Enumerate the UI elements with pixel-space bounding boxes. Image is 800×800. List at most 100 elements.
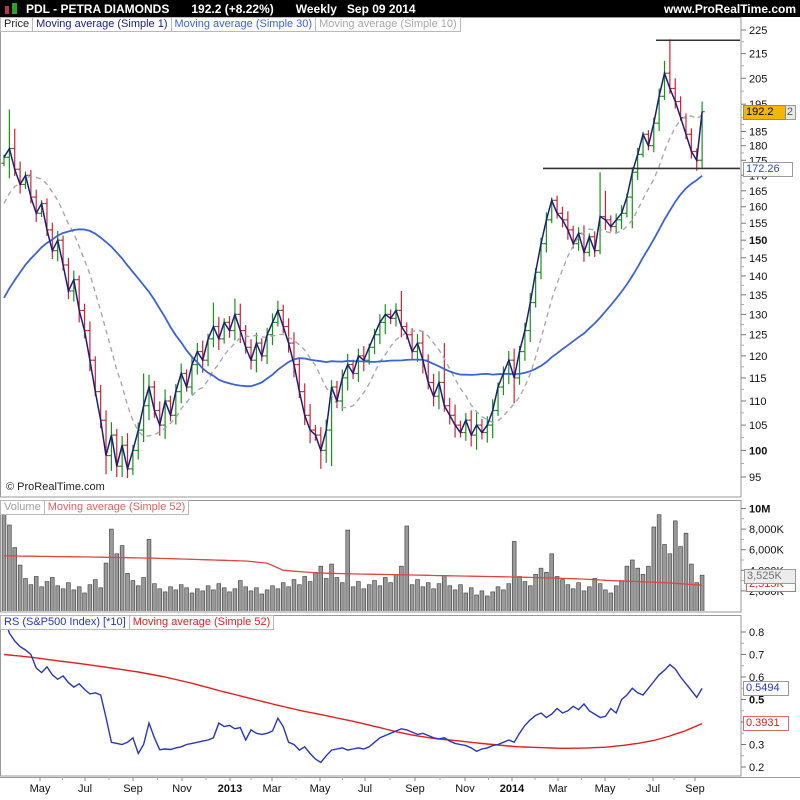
volume-bar [592, 578, 597, 611]
volume-bar [554, 576, 560, 611]
volume-bar [238, 580, 243, 611]
price-axis-label: 130 [749, 309, 767, 321]
volume-bar [141, 577, 146, 611]
volume-bar [431, 588, 436, 611]
ohlc-bar [339, 369, 345, 412]
website-label: www.ProRealTime.com [663, 1, 796, 16]
volume-bar [205, 585, 211, 611]
symbol-title: PDL - PETRA DIAMONDS [26, 1, 170, 16]
volume-bar [313, 572, 318, 611]
level-172-badge: 172.26 [743, 162, 793, 177]
rs-last-badge: 0.5494 [743, 681, 789, 696]
volume-bar [178, 584, 184, 611]
timeframe-label: Weekly [295, 1, 337, 16]
x-axis-label: 2014 [500, 783, 525, 795]
volume-bar [565, 584, 571, 611]
volume-bar [184, 587, 189, 611]
volume-bar [522, 581, 528, 611]
x-axis-label: Nov [172, 783, 192, 795]
ohlc-bar [178, 363, 184, 404]
legend-rs[interactable]: RS (S&P500 Index) [*10] [0, 615, 130, 630]
volume-bar [603, 589, 608, 611]
volume-bar [608, 592, 614, 611]
volume-bar [162, 591, 168, 611]
volume-bar [109, 528, 114, 611]
ohlc-bar [672, 78, 678, 109]
x-axis-label: Mar [549, 783, 568, 795]
price-axis-label: 155 [749, 218, 767, 230]
date-label: Sep 09 2014 [346, 1, 416, 16]
volume-bar [678, 546, 683, 611]
volume-bar [683, 532, 689, 611]
price-axis-label: 120 [749, 351, 767, 363]
rs-ma-badge: 0.3931 [743, 716, 789, 731]
volume-bar [570, 588, 576, 611]
volume-bar [87, 584, 93, 611]
volume-bar [662, 544, 667, 611]
volume-bar [125, 573, 130, 611]
header-bar: PDL - PETRA DIAMONDS 192.2 (+8.22%) Week… [0, 0, 800, 17]
ohlc-bar [345, 353, 351, 391]
legend-ma-simple-10[interactable]: Moving average (Simple 10) [315, 17, 461, 32]
volume-bar [264, 589, 270, 611]
rs-legend-row: RS (S&P500 Index) [*10] Moving average (… [0, 615, 275, 630]
price-axis-label: 160 [749, 202, 767, 214]
rs-axis-label: 0.5 [749, 695, 764, 707]
volume-bar [581, 590, 587, 611]
volume-bar [248, 590, 254, 611]
volume-bar [458, 584, 463, 611]
volume-bar [71, 589, 77, 611]
volume-bar [694, 582, 699, 611]
ohlc-bar [602, 190, 609, 230]
volume-bar [345, 529, 350, 611]
legend-volume[interactable]: Volume [0, 500, 45, 515]
volume-bar [216, 583, 222, 611]
legend-ma-simple-1[interactable]: Moving average (Simple 1) [32, 17, 172, 32]
volume-bar [280, 582, 286, 611]
rs-line [3, 616, 703, 764]
legend-rs-ma52[interactable]: Moving average (Simple 52) [128, 615, 275, 630]
ohlc-bar [194, 342, 200, 375]
volume-bar [23, 578, 28, 611]
ohlc-bar [6, 109, 12, 179]
volume-bar [259, 593, 265, 611]
legend-volume-ma52[interactable]: Moving average (Simple 52) [43, 500, 190, 515]
price-y-axis: 2252152051951851801751701651601551501451… [741, 25, 767, 484]
legend-ma-simple-30[interactable]: Moving average (Simple 30) [170, 17, 317, 32]
price-axis-label: 100 [749, 445, 767, 457]
volume-bar [624, 565, 630, 611]
x-axis-label: Jul [646, 783, 660, 795]
volume-ma52-line [4, 555, 703, 586]
x-axis-label: 2013 [218, 783, 242, 795]
volume-bar [463, 592, 469, 611]
volume-bar [114, 553, 120, 611]
x-axis-label: Nov [455, 783, 475, 795]
volume-bar [356, 581, 361, 611]
volume-bar [334, 577, 340, 611]
volume-bar [28, 584, 34, 611]
price-axis-label: 105 [749, 420, 767, 432]
level-lines[interactable] [543, 39, 740, 170]
volume-last-badge: 3,525K [744, 569, 796, 584]
volume-bar [195, 588, 200, 611]
volume-bar [254, 587, 259, 611]
volume-bar [533, 574, 538, 611]
volume-bar [1, 513, 7, 611]
x-axis-label: May [30, 783, 51, 795]
volume-bar [307, 581, 313, 611]
volume-bar [538, 567, 544, 611]
volume-axis-label: 10M [749, 504, 770, 516]
x-axis-label: May [310, 783, 331, 795]
volume-bar [420, 586, 426, 611]
volume-bar [372, 580, 377, 611]
volume-bar [576, 582, 581, 611]
volume-bar [528, 585, 533, 611]
volume-bar [76, 586, 82, 611]
volume-bar [221, 587, 227, 611]
legend-price[interactable]: Price [0, 17, 34, 32]
ma10-dashed-line [3, 114, 703, 438]
rs-ma52-line [3, 653, 703, 749]
volume-bar [630, 559, 635, 611]
volume-legend-row: Volume Moving average (Simple 52) [0, 500, 190, 515]
volume-bar [135, 585, 141, 611]
